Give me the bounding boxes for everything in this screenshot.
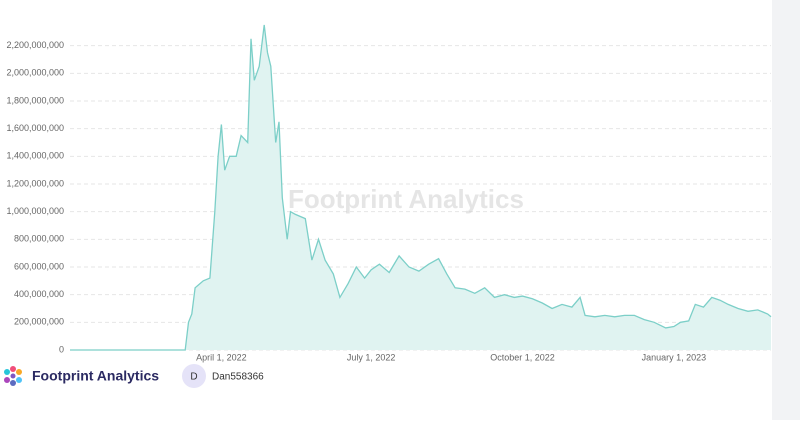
x-tick-label: October 1, 2022 [490,352,555,362]
y-tick-label: 0 [59,344,64,354]
avatar-initial[interactable]: D [190,372,197,383]
y-tick-label: 1,000,000,000 [6,206,64,216]
user-name[interactable]: Dan558366 [212,372,264,383]
watermark-text: Footprint Analytics [288,184,524,214]
y-tick-label: 2,000,000,000 [6,68,64,78]
y-tick-label: 1,200,000,000 [6,178,64,188]
y-tick-label: 2,200,000,000 [6,40,64,50]
x-tick-label: July 1, 2022 [347,352,396,362]
avatar[interactable] [182,364,206,388]
y-tick-label: 800,000,000 [14,234,64,244]
y-tick-label: 600,000,000 [14,261,64,271]
brand-name: Footprint Analytics [32,368,159,384]
scrollbar-track [772,0,800,420]
y-tick-label: 1,800,000,000 [6,95,64,105]
y-tick-label: 400,000,000 [14,289,64,299]
line [70,24,772,351]
y-tick-label: 1,600,000,000 [6,123,64,133]
area [70,24,771,351]
x-tick-label: April 1, 2022 [196,352,247,362]
x-tick-label: January 1, 2023 [642,352,707,362]
y-tick-label: 200,000,000 [14,317,64,327]
brand [4,366,22,386]
y-tick-label: 1,400,000,000 [6,151,64,161]
